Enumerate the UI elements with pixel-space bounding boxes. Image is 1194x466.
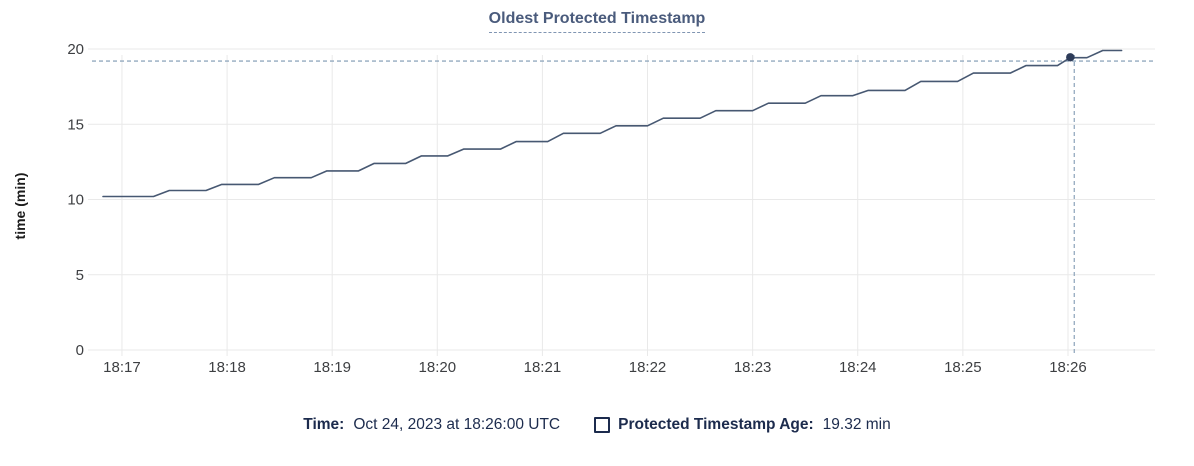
x-tick-label: 18:19	[313, 359, 351, 376]
hover-time-label: Time:	[303, 416, 345, 433]
y-tick-label: 15	[67, 116, 84, 133]
hover-point-marker	[1066, 53, 1075, 62]
hover-time-group: Time: Oct 24, 2023 at 18:26:00 UTC	[303, 416, 560, 434]
series-value: 19.32 min	[822, 416, 891, 433]
x-tick-label: 18:26	[1049, 359, 1087, 376]
series-swatch-icon[interactable]	[594, 417, 611, 433]
y-tick-label: 5	[76, 267, 84, 284]
y-tick-label: 10	[67, 192, 84, 209]
y-tick-label: 20	[67, 41, 84, 58]
x-tick-label: 18:18	[208, 359, 246, 376]
chart-plot-area[interactable]: 0 5 10 15 20 18:17 18:18 18:19 18:20 18:21 18:22 18…	[0, 0, 1194, 410]
x-tick-label: 18:20	[419, 359, 457, 376]
y-tick-label: 0	[76, 342, 84, 359]
x-tick-label: 18:23	[734, 359, 772, 376]
x-tick-label: 18:24	[839, 359, 877, 376]
chart-header: Oldest Protected Timestamp	[0, 10, 1194, 33]
hover-legend: Time: Oct 24, 2023 at 18:26:00 UTC Prote…	[0, 416, 1194, 434]
x-tick-label: 18:17	[103, 359, 141, 376]
x-tick-label: 18:22	[629, 359, 667, 376]
hover-time-value: Oct 24, 2023 at 18:26:00 UTC	[353, 416, 561, 433]
x-tick-label: 18:25	[944, 359, 982, 376]
series-line-protected-timestamp-age	[102, 49, 1123, 198]
series-name-label: Protected Timestamp Age:	[618, 416, 814, 433]
legend-item-protected-timestamp-age[interactable]: Protected Timestamp Age: 19.32 min	[594, 416, 891, 434]
x-tick-label: 18:21	[524, 359, 562, 376]
chart-title[interactable]: Oldest Protected Timestamp	[488, 10, 706, 33]
